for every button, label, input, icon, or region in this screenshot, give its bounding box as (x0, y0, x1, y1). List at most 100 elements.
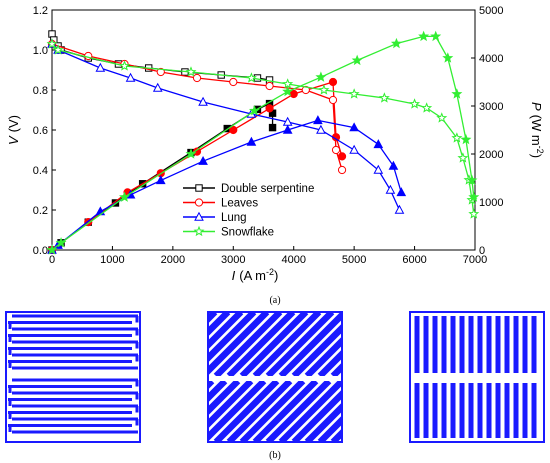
legend: Double serpentine Leaves Lung Snowflake (183, 183, 314, 239)
voltage-point-lung (316, 124, 326, 134)
voltage-point-leaves (331, 145, 341, 155)
voltage-point-snowflake (348, 88, 360, 99)
power-point-snowflake (315, 71, 327, 82)
legend-marker (194, 211, 204, 221)
voltage-point-snowflake (421, 102, 433, 113)
diagonal-channel (208, 381, 241, 416)
left-tick-label: 0.4 (33, 165, 48, 177)
voltage-point-snowflake (245, 72, 257, 83)
power-point-snowflake (282, 85, 294, 97)
left-axis-title: V (V) (6, 115, 21, 145)
x-tick-label: 1000 (100, 254, 124, 266)
x-tick-label: 3000 (221, 254, 245, 266)
diagonal-channel (359, 312, 423, 376)
diagonal-channel (252, 381, 319, 442)
diagonal-channel (138, 312, 202, 376)
power-point-snowflake (418, 30, 430, 42)
legend-marker (195, 184, 203, 192)
diagonal-channel (208, 381, 215, 390)
flow-field-panel (5, 311, 545, 443)
legend-item-leaves: Leaves (183, 198, 258, 210)
x-tick-label: 2000 (161, 254, 185, 266)
flow-field-border (409, 311, 545, 443)
diagonal-channel (208, 381, 267, 442)
flow-field-border (207, 311, 343, 443)
left-tick-label: 0.2 (33, 205, 48, 217)
serpentine-channels (8, 314, 139, 434)
diagonal-channel (304, 402, 342, 442)
series-snowflake (46, 30, 480, 255)
right-axis-unit-exponent: -2 (535, 146, 545, 154)
right-axis-unit: (W m (529, 115, 544, 146)
voltage-point-snowflake (185, 66, 197, 77)
voltage-point-lung (394, 204, 405, 214)
diagonal-channel (346, 381, 407, 442)
voltage-point-lung (349, 144, 359, 154)
x-axis-symbol: I (232, 268, 236, 283)
x-tick-label: 0 (49, 254, 55, 266)
diagonal-channel (208, 312, 231, 337)
voltage-point-lung (125, 72, 136, 82)
x-tick-label: 5000 (342, 254, 366, 266)
series-leaves (47, 39, 347, 255)
power-point-lung (396, 187, 407, 197)
diagonal-channel (125, 312, 189, 376)
power-point-lung (198, 155, 208, 165)
legend-label: Leaves (221, 198, 258, 210)
diagonal-channel (304, 336, 342, 376)
power-point-snowflake (55, 237, 67, 248)
diagonal-channel (239, 312, 309, 376)
left-tick-label: 0.6 (33, 125, 48, 137)
right-axis-ticks: 0 1000 2000 3000 4000 5000 (471, 5, 503, 257)
voltage-point-lung (95, 62, 106, 72)
right-tick-label: 0 (479, 245, 485, 257)
diagonal-channel (278, 312, 342, 376)
diagonal-channel (213, 312, 283, 376)
power-point-lung (313, 115, 323, 125)
right-axis-symbol: P (529, 102, 544, 111)
legend-marker (193, 225, 205, 237)
diagonal-channel (239, 381, 306, 442)
power-point-lung (155, 175, 166, 185)
left-tick-label: 1.2 (33, 5, 48, 17)
flow-field-border (5, 311, 141, 443)
voltage-point-lung (385, 184, 396, 194)
power-line-leaves (51, 81, 343, 251)
diagonal-channel (252, 312, 322, 376)
voltage-point-double-serpentine (48, 30, 56, 38)
series-layer (46, 30, 480, 255)
voltage-point-snowflake (52, 44, 64, 55)
power-point-snowflake (119, 191, 131, 202)
legend-item-double-serpentine: Double serpentine (183, 183, 314, 195)
x-axis-unit: (A m (239, 268, 266, 283)
power-point-leaves (265, 104, 274, 113)
plot-frame (51, 9, 476, 251)
x-axis-title: I (A m-2) (232, 267, 279, 283)
diagonal-channel (226, 312, 296, 376)
voltage-point-leaves (328, 95, 338, 105)
diagonal-channel (226, 381, 293, 442)
power-point-snowflake (46, 244, 58, 255)
power-point-leaves (328, 77, 338, 87)
left-axis-symbol: V (6, 135, 21, 145)
left-axis-unit: (V) (6, 115, 21, 132)
diagonal-channel (291, 323, 342, 376)
diagonal-channel (208, 381, 228, 403)
right-tick-label: 1000 (479, 197, 503, 209)
power-point-snowflake (451, 88, 463, 99)
voltage-point-leaves (192, 73, 202, 83)
x-axis-ticks: 0 1000 2000 3000 4000 5000 6000 7000 (49, 246, 487, 266)
diagonal-channel (208, 312, 257, 363)
diagonal-channel (265, 381, 332, 442)
power-point-snowflake (466, 174, 478, 186)
voltage-point-snowflake (468, 208, 480, 219)
right-tick-label: 4000 (479, 53, 503, 65)
diagonal-channel (265, 312, 335, 376)
flow-field-double-serpentine (5, 311, 141, 443)
diagonal-channel (213, 381, 280, 442)
power-point-lung (282, 124, 293, 134)
x-tick-label: 4000 (281, 254, 305, 266)
power-point-double-serpentine (268, 123, 277, 132)
x-tick-label: 6000 (402, 254, 426, 266)
diagonal-channel (278, 381, 342, 442)
